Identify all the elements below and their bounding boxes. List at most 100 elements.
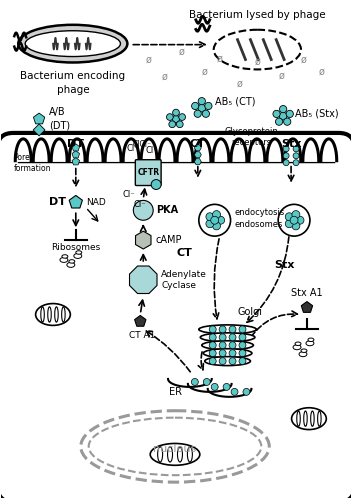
Text: ø: ø <box>179 46 185 56</box>
Text: PKA: PKA <box>156 206 178 216</box>
Circle shape <box>283 146 289 152</box>
Polygon shape <box>194 145 201 151</box>
Polygon shape <box>72 151 80 158</box>
Ellipse shape <box>304 411 307 426</box>
Ellipse shape <box>25 30 120 56</box>
Polygon shape <box>33 113 45 124</box>
Circle shape <box>286 110 293 117</box>
Polygon shape <box>72 144 80 151</box>
Circle shape <box>243 388 250 396</box>
Circle shape <box>278 204 310 236</box>
Polygon shape <box>72 158 80 165</box>
Circle shape <box>293 160 299 166</box>
Circle shape <box>172 116 180 122</box>
Circle shape <box>231 388 238 396</box>
Circle shape <box>209 350 216 356</box>
Circle shape <box>213 222 220 230</box>
Ellipse shape <box>55 307 58 322</box>
Ellipse shape <box>168 446 172 462</box>
Circle shape <box>284 118 291 126</box>
Text: Stx A1: Stx A1 <box>291 288 323 298</box>
Ellipse shape <box>60 258 68 262</box>
Ellipse shape <box>203 348 252 358</box>
Polygon shape <box>136 231 151 249</box>
Ellipse shape <box>62 307 65 322</box>
Circle shape <box>176 121 183 128</box>
Ellipse shape <box>158 446 163 462</box>
Ellipse shape <box>308 338 314 342</box>
Circle shape <box>133 200 153 220</box>
Ellipse shape <box>74 254 82 258</box>
Circle shape <box>283 153 289 158</box>
Circle shape <box>273 110 280 117</box>
Circle shape <box>217 216 225 224</box>
Circle shape <box>191 102 199 110</box>
Text: Cl⁻: Cl⁻ <box>122 190 135 199</box>
Text: nucleus: nucleus <box>153 444 197 454</box>
Text: AB₅ (CT): AB₅ (CT) <box>215 96 255 106</box>
Text: Adenylate
Cyclase: Adenylate Cyclase <box>161 270 207 290</box>
Text: DT: DT <box>49 198 66 207</box>
Circle shape <box>202 110 209 118</box>
Ellipse shape <box>299 352 307 356</box>
Text: ø: ø <box>254 56 260 66</box>
Polygon shape <box>134 316 146 326</box>
Text: ø: ø <box>162 72 168 82</box>
Circle shape <box>166 114 173 120</box>
Ellipse shape <box>306 341 314 345</box>
Text: CT: CT <box>177 248 193 258</box>
Ellipse shape <box>150 444 200 466</box>
Polygon shape <box>194 158 201 164</box>
Circle shape <box>219 358 226 364</box>
Ellipse shape <box>76 250 82 254</box>
Ellipse shape <box>318 411 321 426</box>
Circle shape <box>206 220 214 228</box>
Circle shape <box>209 334 216 341</box>
Circle shape <box>285 220 293 228</box>
Polygon shape <box>194 152 201 158</box>
Circle shape <box>283 160 289 166</box>
Circle shape <box>206 213 214 220</box>
Circle shape <box>151 180 161 190</box>
Ellipse shape <box>67 262 75 268</box>
Circle shape <box>285 213 293 220</box>
Text: CT A1: CT A1 <box>129 332 156 340</box>
Circle shape <box>198 98 206 105</box>
Ellipse shape <box>293 344 301 350</box>
Circle shape <box>229 334 236 341</box>
Circle shape <box>293 153 299 158</box>
Ellipse shape <box>297 411 300 426</box>
Polygon shape <box>69 196 82 208</box>
Text: Pore
formation: Pore formation <box>13 153 51 173</box>
Circle shape <box>229 342 236 348</box>
Circle shape <box>213 210 220 218</box>
Text: endosomes: endosomes <box>234 220 283 228</box>
Polygon shape <box>168 379 212 387</box>
Circle shape <box>292 210 300 218</box>
Circle shape <box>194 110 201 118</box>
Circle shape <box>223 384 230 390</box>
Circle shape <box>293 146 299 152</box>
Circle shape <box>219 334 226 341</box>
Polygon shape <box>208 389 251 397</box>
Text: Ribosomes: Ribosomes <box>51 243 100 252</box>
Ellipse shape <box>214 30 301 70</box>
Circle shape <box>203 378 210 386</box>
Ellipse shape <box>205 356 250 366</box>
Circle shape <box>191 378 198 386</box>
Circle shape <box>209 342 216 348</box>
Ellipse shape <box>81 410 269 482</box>
Circle shape <box>199 204 231 236</box>
Ellipse shape <box>36 304 70 326</box>
Circle shape <box>229 358 236 364</box>
Text: CT: CT <box>190 139 206 149</box>
Polygon shape <box>33 124 45 136</box>
Text: Bacterium encoding
phage: Bacterium encoding phage <box>20 72 125 94</box>
Ellipse shape <box>291 408 326 430</box>
Circle shape <box>211 384 218 390</box>
Ellipse shape <box>199 325 256 334</box>
Ellipse shape <box>187 446 193 462</box>
Text: A/B
(DT): A/B (DT) <box>49 108 70 130</box>
Text: ø: ø <box>319 66 325 76</box>
Polygon shape <box>188 384 232 392</box>
